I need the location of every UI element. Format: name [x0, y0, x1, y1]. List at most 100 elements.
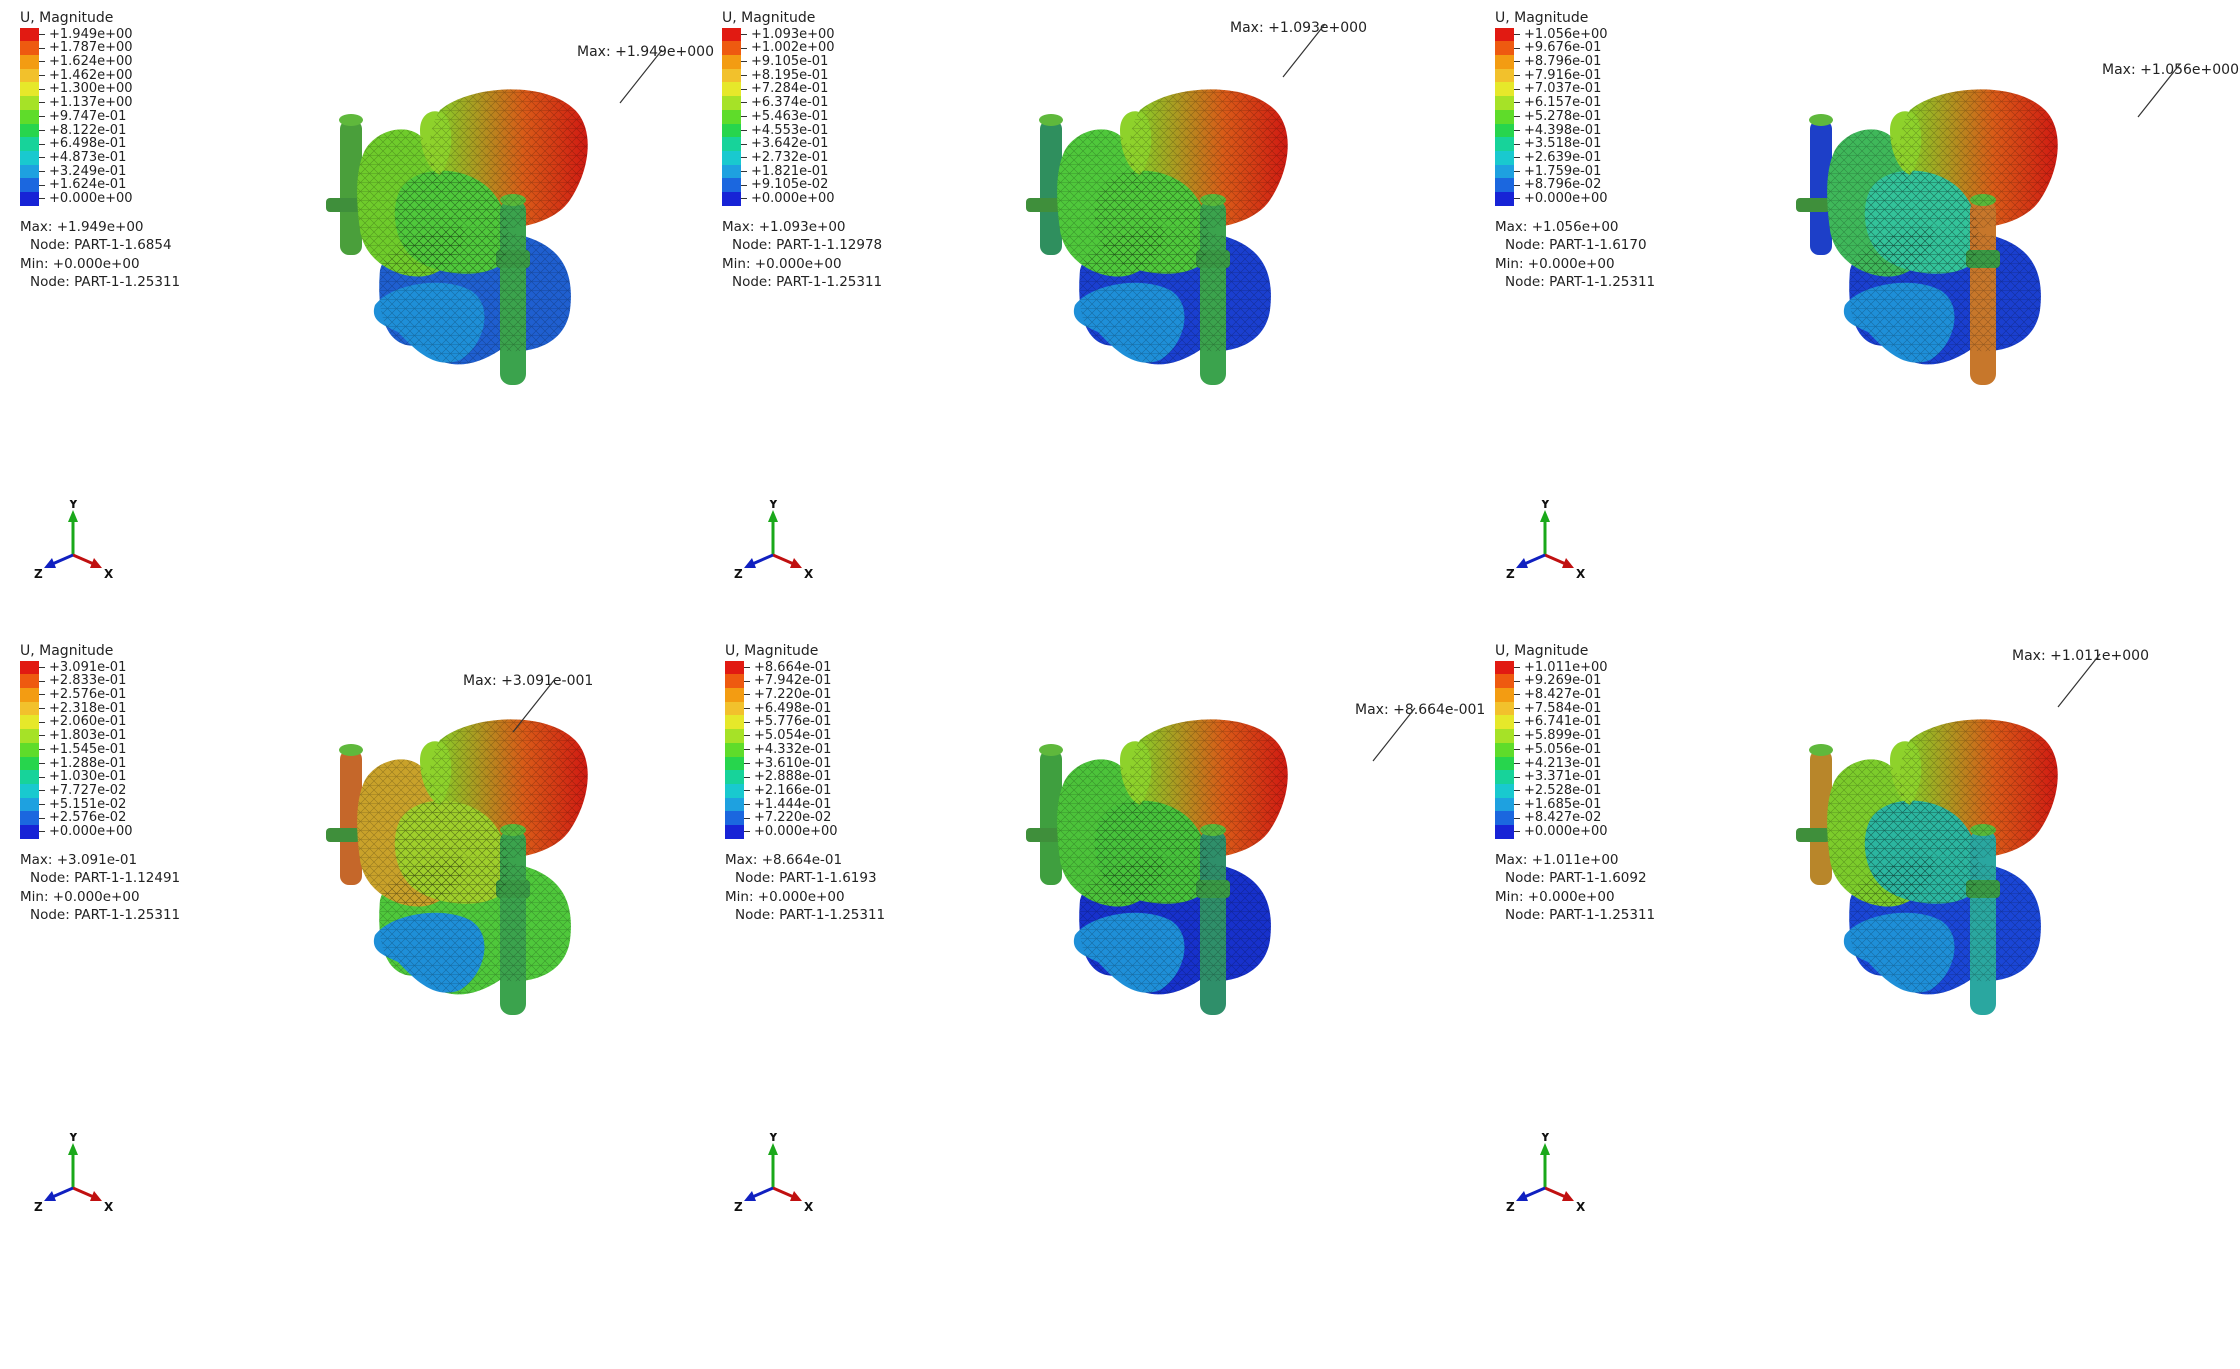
legend-swatch [1495, 756, 1514, 771]
axis-z-label: Z [1506, 1200, 1515, 1213]
legend-value: +1.137e+00 [49, 95, 133, 111]
axis-x-label: X [104, 1200, 114, 1213]
min-value: Min: +0.000e+00 [20, 255, 140, 272]
legend-value: +2.528e-01 [1524, 782, 1602, 798]
legend-title: U, Magnitude [20, 643, 114, 659]
legend-swatch [20, 674, 39, 689]
legend-entry: +8.796e-01 [1495, 55, 1655, 69]
legend-swatch [725, 756, 744, 771]
max-callout-leader [619, 49, 663, 104]
vertebra-fe-model[interactable] [1790, 700, 2110, 1030]
legend-value: +0.000e+00 [1524, 823, 1608, 839]
vertebra-fe-model[interactable] [1790, 70, 2110, 400]
max-callout-label: Max: +1.011e+000 [2012, 648, 2149, 664]
legend-entry: +2.576e-01 [20, 688, 180, 702]
legend-entry: +7.037e-01 [1495, 82, 1655, 97]
legend-swatch [1495, 715, 1514, 730]
legend-swatch [20, 660, 39, 675]
legend-entry: +7.220e-01 [725, 688, 885, 702]
legend-value: +2.732e-01 [751, 149, 829, 165]
extrema-summary: Max: +3.091e-01 Node: PART-1-1.12491 Min… [20, 851, 180, 924]
legend-value: +6.157e-01 [1524, 95, 1602, 111]
max-value: Max: +1.011e+00 [1495, 851, 1619, 868]
legend-value: +5.054e-01 [754, 728, 832, 744]
legend-value: +8.427e-02 [1524, 810, 1602, 826]
max-callout-leader [1282, 23, 1326, 78]
legend-title: U, Magnitude [20, 10, 114, 26]
legend-value: +8.195e-01 [751, 67, 829, 83]
legend-entry: +2.888e-01 [725, 770, 885, 784]
extrema-summary: Max: +1.949e+00 Node: PART-1-1.6854 Min:… [20, 218, 180, 291]
legend-entry: +1.137e+00 [20, 96, 180, 110]
legend-value: +8.796e-01 [1524, 54, 1602, 70]
legend-value: +2.576e-02 [49, 810, 127, 826]
vertebra-fe-model[interactable] [1020, 700, 1340, 1030]
legend-swatch [20, 191, 39, 206]
vertebra-fe-model[interactable] [1020, 70, 1340, 400]
axis-triad: Y Z X [734, 1133, 814, 1213]
legend-value: +1.624e+00 [49, 54, 133, 70]
legend-swatch [20, 770, 39, 784]
legend-value: +9.105e-01 [751, 54, 829, 70]
legend-swatch [722, 68, 741, 83]
vertebra-fe-model[interactable] [320, 70, 640, 400]
legend-swatch [20, 27, 39, 42]
legend-entry: +1.624e+00 [20, 55, 180, 69]
legend-swatch [1495, 742, 1514, 757]
legend-entry: +9.747e-01 [20, 110, 180, 124]
legend-swatch [725, 797, 744, 812]
legend-value: +3.518e-01 [1524, 136, 1602, 152]
contour-legend: U, Magnitude +1.949e+00 +1.787e+00 +1.624e… [20, 10, 180, 291]
legend-entry: +7.284e-01 [722, 82, 882, 97]
min-value: Min: +0.000e+00 [1495, 255, 1615, 272]
legend-value: +1.002e+00 [751, 40, 835, 56]
legend-swatch [1495, 137, 1514, 151]
legend-entry: +9.105e-02 [722, 178, 882, 192]
legend-swatch [1495, 688, 1514, 702]
axis-z-label: Z [34, 567, 43, 580]
legend-entry: +4.553e-01 [722, 122, 882, 138]
legend-title: U, Magnitude [1495, 10, 1589, 26]
legend-entry: +6.157e-01 [1495, 96, 1655, 110]
legend-swatch [722, 137, 741, 151]
legend-value: +1.011e+00 [1524, 659, 1608, 675]
legend-entry: +1.002e+00 [722, 40, 882, 56]
legend-entry: +4.398e-01 [1495, 122, 1655, 138]
legend-swatch [20, 109, 39, 124]
legend-value: +4.398e-01 [1524, 122, 1602, 138]
max-node: Node: PART-1-1.12978 [732, 236, 883, 253]
axis-y-label: Y [768, 1133, 778, 1144]
legend-value: +8.122e-01 [49, 122, 127, 138]
legend-value: +1.821e-01 [751, 163, 829, 179]
legend-value: +7.942e-01 [754, 673, 832, 689]
axis-y-label: Y [768, 500, 778, 511]
max-node: Node: PART-1-1.6170 [1505, 236, 1647, 253]
legend-value: +1.685e-01 [1524, 796, 1602, 812]
legend-value: +1.949e+00 [49, 26, 133, 42]
legend-value: +8.427e-01 [1524, 687, 1602, 703]
contour-legend: U, Magnitude +1.011e+00 +9.269e-01 +8.427e… [1495, 644, 1655, 924]
legend-value: +3.371e-01 [1524, 769, 1602, 785]
legend-entry: +0.000e+00 [1495, 192, 1655, 206]
axis-x-label: X [104, 567, 114, 580]
legend-scale: +3.091e-01 +2.833e-01 +2.576e-01 +2.318e-01… [20, 660, 180, 839]
legend-swatch [20, 82, 39, 97]
legend-swatch [1495, 729, 1514, 743]
vertebra-fe-model[interactable] [320, 700, 640, 1030]
legend-value: +4.553e-01 [751, 122, 829, 138]
legend-entry: +9.269e-01 [1495, 674, 1655, 689]
legend-entry: +1.685e-01 [1495, 796, 1655, 812]
legend-value: +6.498e-01 [49, 136, 127, 152]
legend-swatch [1495, 109, 1514, 124]
axis-triad: Y Z X [34, 1133, 114, 1213]
axis-triad: Y Z X [1506, 500, 1586, 580]
legend-swatch [1495, 783, 1514, 798]
axis-z-label: Z [1506, 567, 1515, 580]
max-callout-label: Max: +8.664e-001 [1355, 702, 1486, 718]
legend-value: +5.899e-01 [1524, 728, 1602, 744]
min-node: Node: PART-1-1.25311 [30, 273, 181, 290]
legend-entry: +0.000e+00 [20, 192, 180, 206]
legend-value: +7.727e-02 [49, 782, 127, 798]
